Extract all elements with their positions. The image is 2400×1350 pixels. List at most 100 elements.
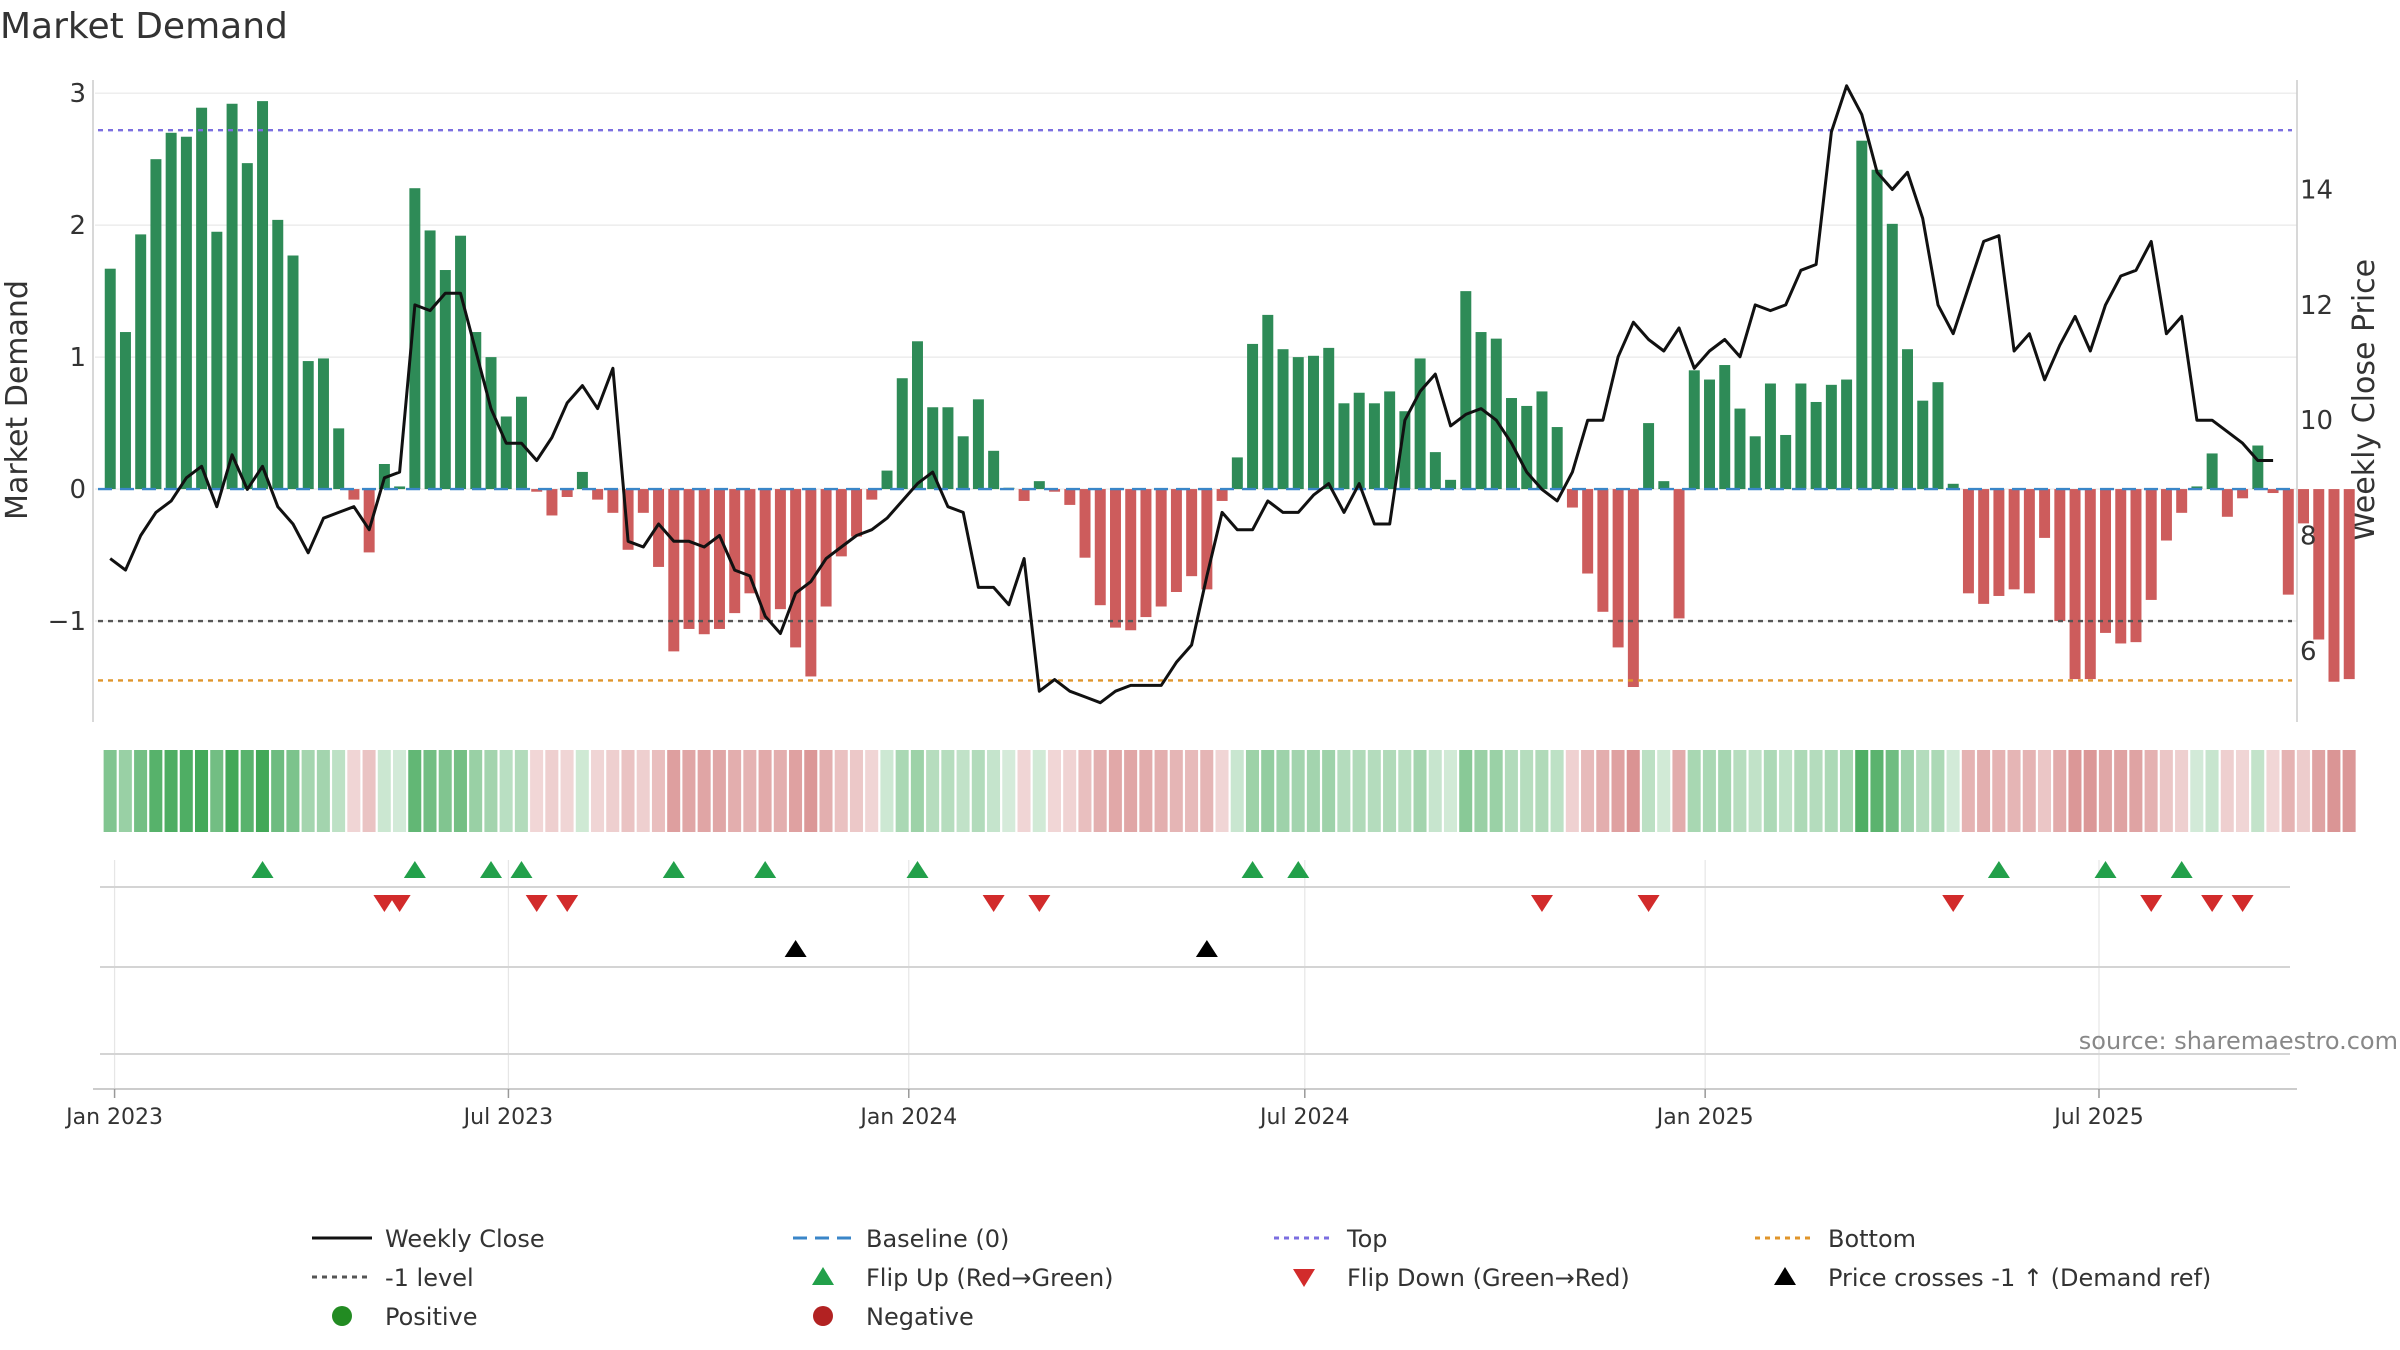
strip-cell [149,750,163,832]
y-tick-label-right: 8 [2300,521,2317,551]
positive-demand-bar [1445,479,1457,490]
positive-demand-bar [439,270,451,490]
legend-symbol [1774,1267,1796,1285]
positive-demand-bar [1780,434,1792,490]
strip-cell [271,750,285,832]
legend-item-baseline-0: Baseline (0) [793,1225,1009,1253]
positive-demand-bar [1688,370,1700,490]
strip-cell [2037,750,2052,832]
negative-demand-bar [607,489,619,513]
strip-cell [499,750,513,832]
strip-cell [2007,750,2021,832]
strip-cell [1032,750,1046,832]
strip-cell [240,750,254,832]
event-markers [100,861,2290,1055]
y-tick-label-left: 1 [69,343,86,373]
strip-cell [1718,750,1732,832]
strip-cell [941,750,955,832]
strip-cell [1977,750,1991,832]
strip-cell [1322,750,1336,832]
positive-demand-bar [1399,411,1411,490]
strip-cell [1108,750,1122,832]
positive-demand-bar [119,332,131,490]
y-axis-label-left: Market Demand [0,280,35,520]
positive-demand-bar [1917,400,1929,490]
positive-demand-bar [1384,391,1396,490]
negative-demand-bar [2039,489,2051,538]
negative-demand-bar [1094,489,1106,606]
strip-cell [453,750,467,832]
strip-cell [895,750,909,832]
positive-demand-bar [972,399,984,490]
positive-demand-bar [272,219,284,490]
strip-cell [697,750,711,832]
strip-cell [1916,750,1930,832]
negative-demand-bar [1186,489,1198,577]
positive-demand-bar [1308,355,1319,490]
legend-symbol [812,1267,834,1285]
legend-item-price-crosses-1-demand-ref: Price crosses -1 ↑ (Demand ref) [1774,1264,2211,1292]
strip-cell [819,750,833,832]
strip-cell [1383,750,1397,832]
strip-cell [1779,750,1793,832]
strip-cell [1367,750,1381,832]
legend-label: Flip Down (Green→Red) [1347,1264,1630,1292]
strip-cell [1291,750,1305,832]
positive-demand-bar [1429,452,1441,490]
price-cross-marker [1195,940,1218,957]
strip-cell [1535,750,1549,832]
strip-cell [865,750,879,832]
y-ticks-left: −1 0 1 2 3 [48,79,86,637]
flip-up-marker [1287,861,1310,878]
strip-cell [1596,750,1610,832]
x-tick-label: Jul 2023 [462,1105,554,1130]
negative-demand-bar [668,489,680,652]
strip-cell [1063,750,1077,832]
legend-label: Weekly Close [385,1225,545,1253]
positive-demand-bar [455,235,467,490]
positive-demand-bar [1247,343,1259,490]
flip-down-marker [1028,895,1051,912]
positive-demand-bar [1551,427,1563,490]
strip-cell [651,750,665,832]
flip-down-marker [525,895,548,912]
positive-demand-bar [1277,349,1289,490]
strip-cell [1078,750,1092,832]
strip-cell [1139,750,1153,832]
strip-cell [1931,750,1945,832]
positive-demand-bar [180,136,192,490]
y-tick-label-left: 2 [69,211,86,241]
demand-heat-strip [103,750,2356,832]
strip-cell [210,750,224,832]
flip-down-marker [1942,895,1965,912]
y-tick-label-left: −1 [48,607,86,637]
strip-cell [1900,750,1914,832]
flip-down-marker [2231,895,2254,912]
strip-cell [1687,750,1701,832]
strip-cell [1002,750,1016,832]
strip-cell [591,750,605,832]
negative-demand-bar [774,489,786,610]
positive-demand-bar [1704,379,1715,490]
flip-up-marker [662,861,685,878]
strip-cell [575,750,589,832]
legend-item-negative: Negative [813,1303,974,1331]
positive-demand-bar [1947,483,1959,490]
legend-label: Negative [866,1303,974,1331]
positive-demand-bar [287,255,299,490]
strip-cell [1154,750,1168,832]
strip-cell [849,750,863,832]
strip-cell [2251,750,2265,832]
negative-demand-bar [2176,489,2188,513]
strip-cell [1992,750,2006,832]
positive-demand-bar [1764,383,1776,490]
positive-demand-bar [1231,457,1243,490]
negative-demand-bar [1079,489,1091,558]
strip-cell [332,750,346,832]
positive-demand-bar [1719,365,1731,490]
strip-cell [1504,750,1518,832]
y-tick-label-right: 14 [2300,176,2333,206]
negative-demand-bar [2023,489,2035,594]
negative-demand-bar [1018,489,1030,501]
strip-cell [926,750,940,832]
